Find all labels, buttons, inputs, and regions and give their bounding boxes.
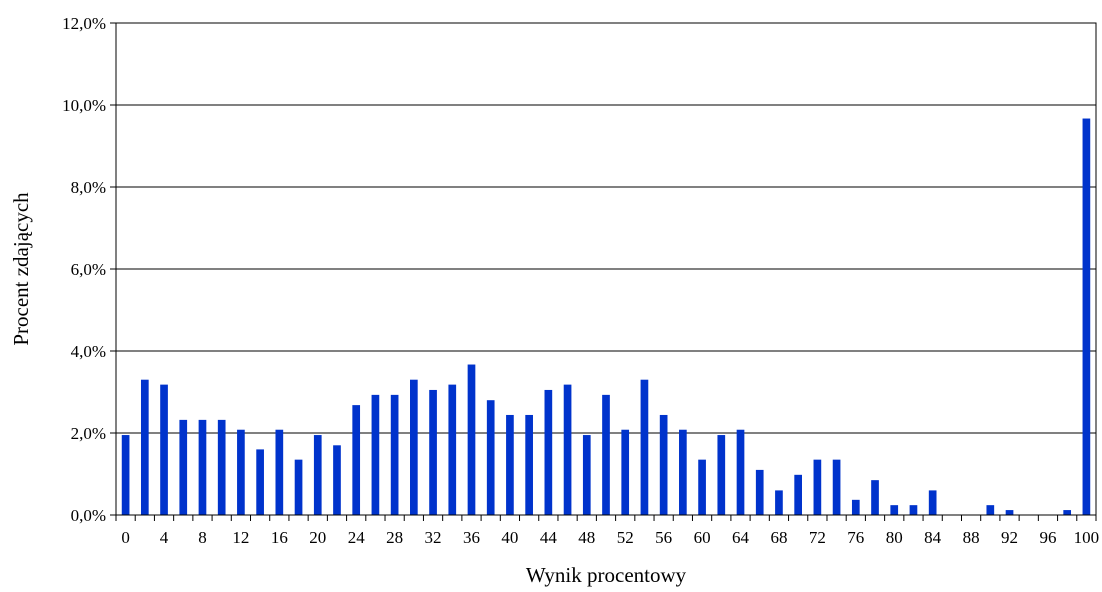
- bar: [179, 419, 188, 515]
- x-axis: 0 4 8 12 16 20 24 28 32 36 40 44 48 52 56 60 64 68 72 76 80 8…: [115, 515, 1100, 547]
- bar: [717, 435, 726, 515]
- bar: [582, 435, 591, 515]
- bar: [294, 459, 303, 515]
- y-tick-label: 12,0%: [62, 14, 106, 33]
- x-tick-label: 48: [578, 528, 595, 547]
- x-tick-label: 16: [271, 528, 288, 547]
- x-tick-label: 8: [198, 528, 207, 547]
- bar: [313, 435, 322, 515]
- bar: [256, 449, 264, 515]
- x-tick-label: 68: [770, 528, 787, 547]
- bar: [237, 429, 245, 515]
- bar: [755, 469, 764, 515]
- x-tick-label: 52: [617, 528, 634, 547]
- bar: [679, 429, 687, 515]
- x-tick-label: 88: [963, 528, 980, 547]
- bar: [525, 414, 533, 515]
- bar: [698, 459, 706, 515]
- bar: [1063, 510, 1072, 515]
- x-tick-label: 84: [924, 528, 942, 547]
- y-tick-label: 2,0%: [71, 424, 106, 443]
- bar: [410, 379, 418, 515]
- bar: [160, 384, 168, 515]
- bar: [352, 405, 361, 515]
- bar: [909, 505, 918, 515]
- bar: [813, 459, 822, 515]
- bar: [371, 394, 380, 515]
- y-axis: 0,0% 2,0% 4,0% 6,0% 8,0% 10,0% 12,0%: [62, 14, 116, 525]
- bar: [506, 414, 514, 515]
- x-tick-label: 28: [386, 528, 403, 547]
- x-tick-label: 44: [540, 528, 558, 547]
- x-tick-label: 32: [425, 528, 442, 547]
- bar: [659, 414, 668, 515]
- bar: [140, 379, 149, 515]
- bar: [563, 384, 572, 515]
- bar: [121, 435, 130, 515]
- x-tick-label: 76: [847, 528, 864, 547]
- bar: [275, 429, 284, 515]
- bar: [621, 429, 630, 515]
- y-axis-title: Procent zdających: [9, 192, 33, 346]
- x-tick-label: 100: [1074, 528, 1100, 547]
- x-axis-title: Wynik procentowy: [526, 563, 687, 587]
- bar: [794, 474, 802, 515]
- x-tick-label: 0: [121, 528, 130, 547]
- bar: [736, 429, 745, 515]
- x-tick-label: 12: [232, 528, 249, 547]
- gridlines: [116, 104, 1096, 434]
- bar: [198, 419, 207, 515]
- x-tick-label: 72: [809, 528, 826, 547]
- y-tick-label: 4,0%: [71, 342, 106, 361]
- x-tick-label: 80: [886, 528, 903, 547]
- bar: [429, 389, 437, 515]
- x-tick-label: 92: [1001, 528, 1018, 547]
- bar: [333, 445, 341, 515]
- bar: [640, 379, 649, 515]
- bar: [775, 490, 783, 515]
- y-tick-label: 8,0%: [71, 178, 106, 197]
- bar: [217, 419, 226, 515]
- bar: [832, 459, 841, 515]
- x-tick-label: 96: [1039, 528, 1056, 547]
- bar: [467, 364, 476, 515]
- bar: [544, 389, 553, 515]
- x-tick-label: 36: [463, 528, 480, 547]
- x-tick-label: 24: [348, 528, 366, 547]
- y-tick-label: 0,0%: [71, 506, 106, 525]
- bar: [448, 384, 457, 515]
- x-tick-label: 20: [309, 528, 326, 547]
- bars: [121, 118, 1091, 515]
- bar: [851, 499, 860, 515]
- bar: [602, 394, 610, 515]
- bar: [871, 480, 879, 515]
- bar: [390, 394, 399, 515]
- x-tick-label: 40: [501, 528, 518, 547]
- bar: [486, 400, 495, 515]
- bar: [890, 505, 899, 515]
- bar: [986, 505, 995, 515]
- x-tick-label: 56: [655, 528, 672, 547]
- bar: [1082, 118, 1091, 515]
- x-tick-label: 64: [732, 528, 750, 547]
- x-tick-label: 4: [160, 528, 169, 547]
- y-tick-label: 10,0%: [62, 96, 106, 115]
- bar: [1005, 510, 1014, 515]
- x-tick-label: 60: [694, 528, 711, 547]
- bar: [928, 490, 937, 515]
- y-tick-label: 6,0%: [71, 260, 106, 279]
